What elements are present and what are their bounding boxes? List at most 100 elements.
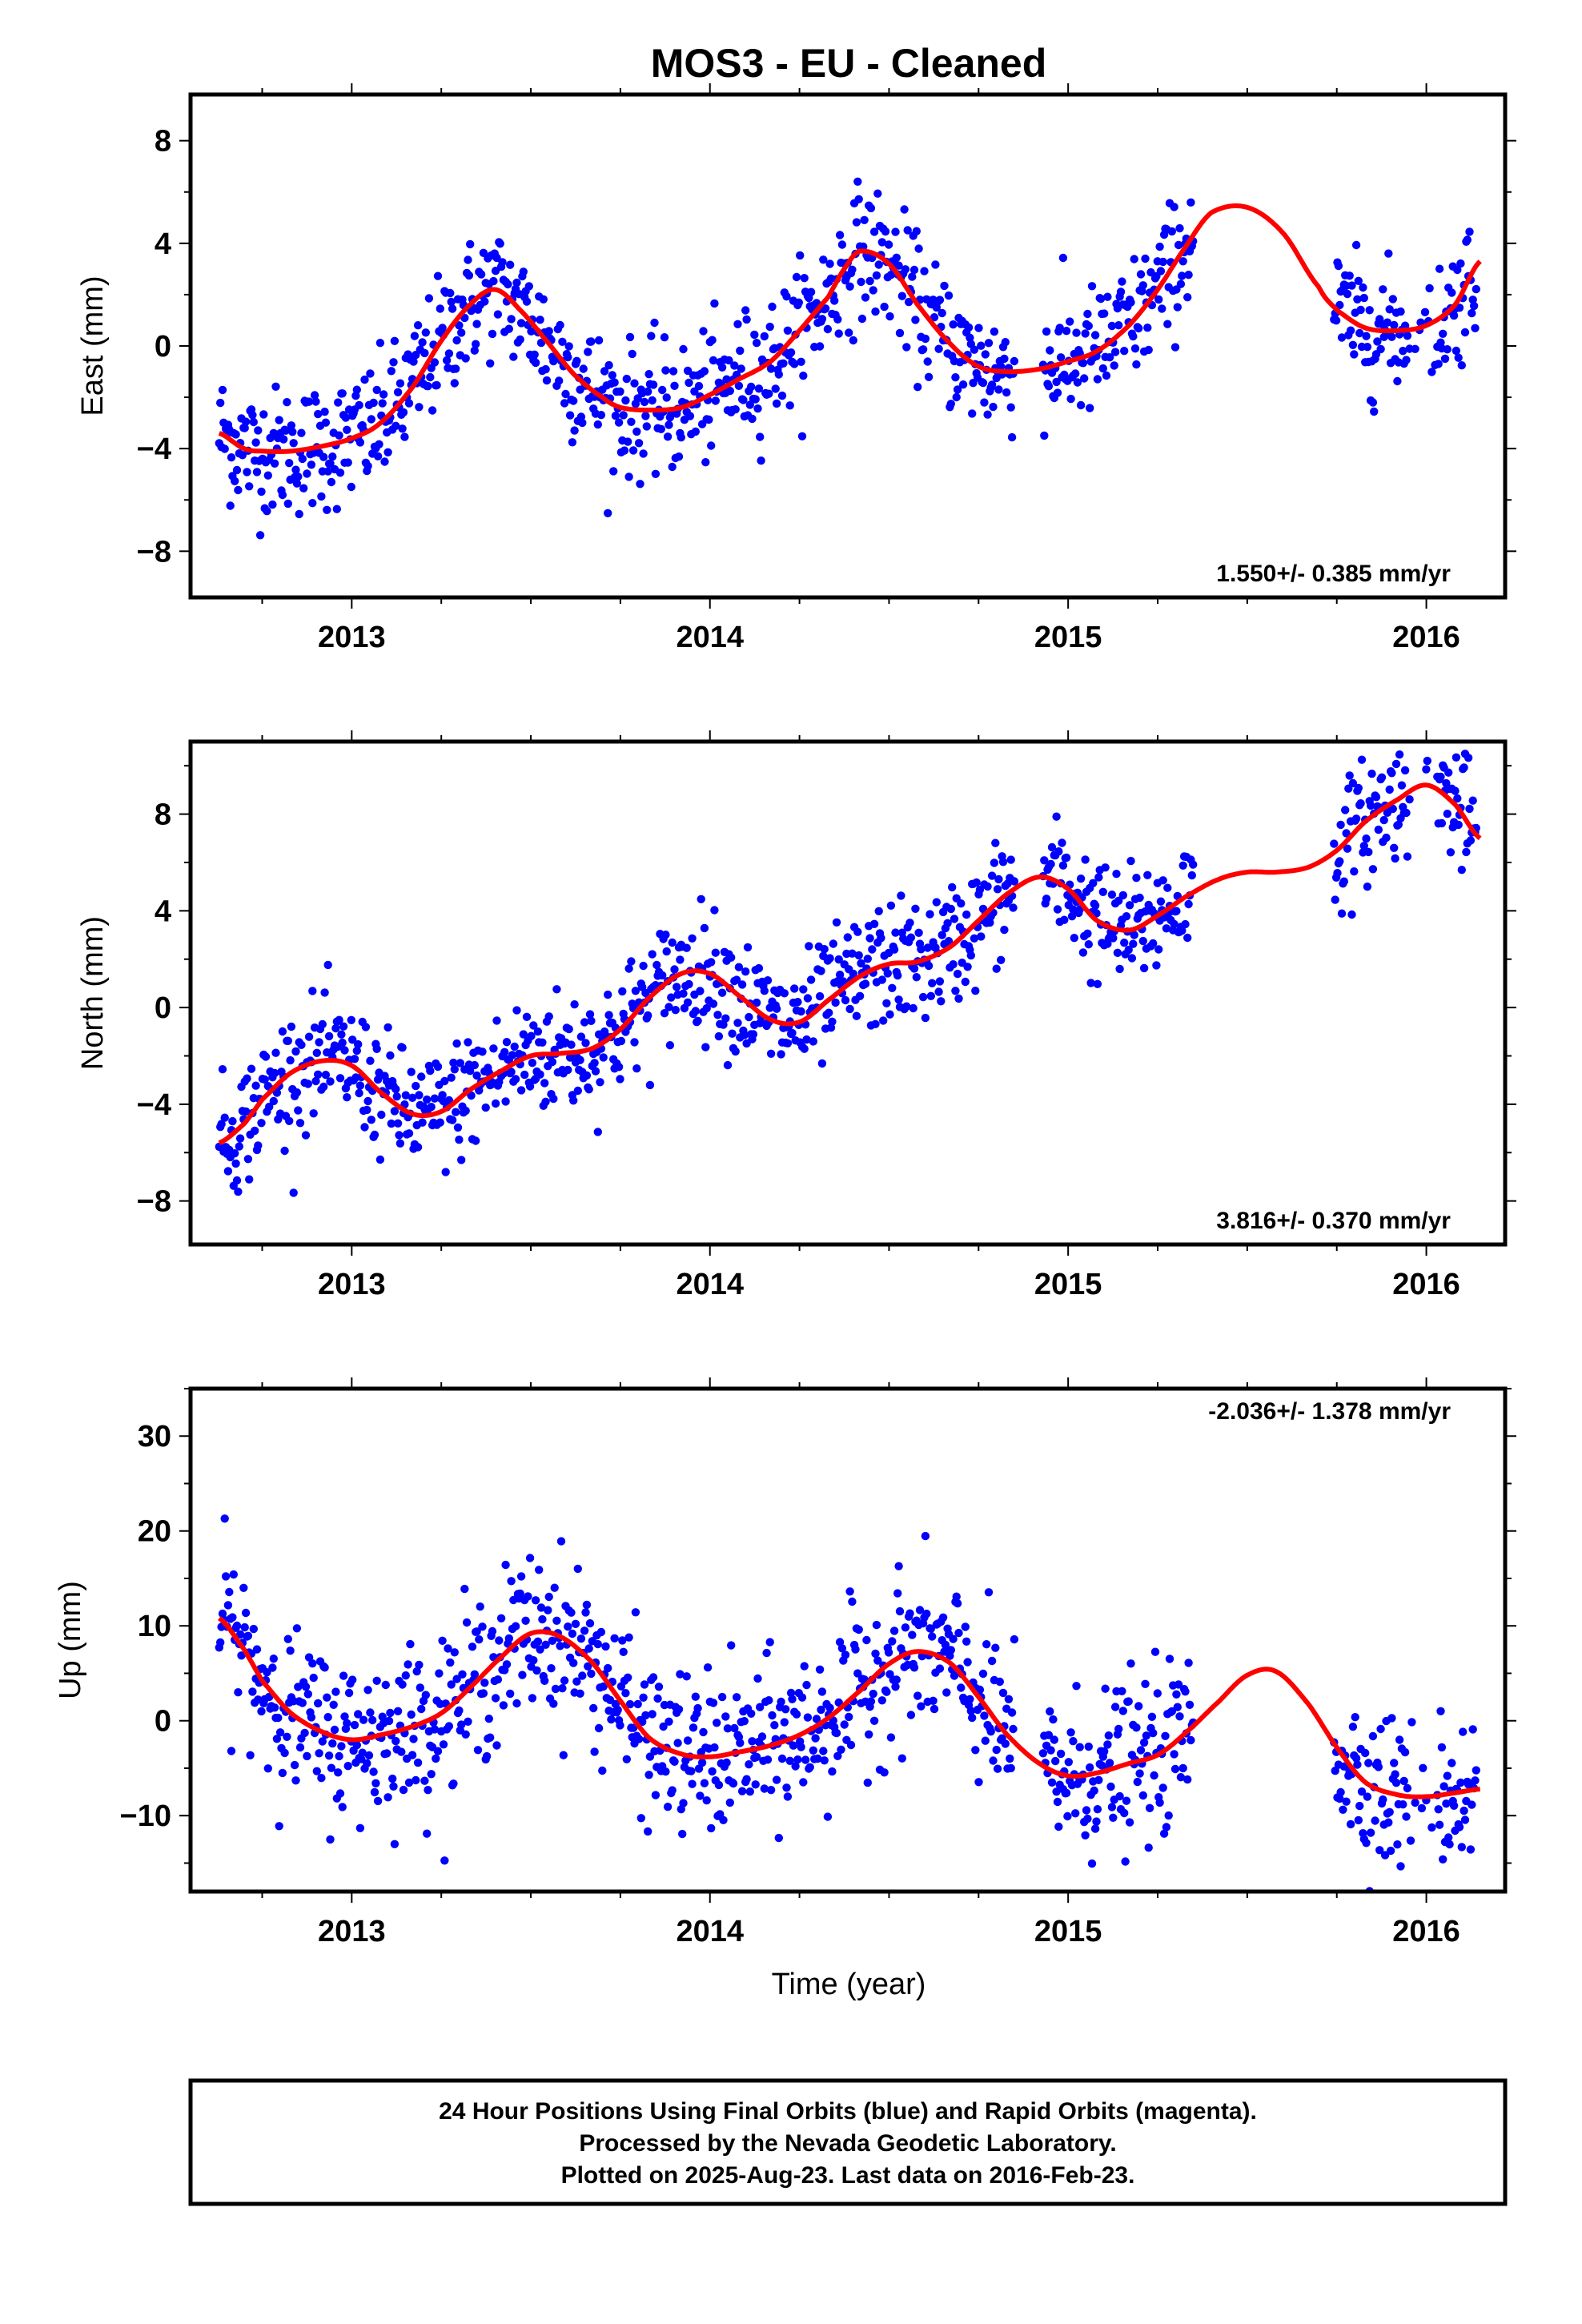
north-data-point [512,1006,521,1015]
east-data-point [311,397,320,406]
up-data-point [501,1560,510,1570]
north-data-point [549,1094,558,1104]
footer-box [188,2078,1508,2206]
north-data-point [541,1097,550,1107]
east-data-point [1388,295,1398,304]
north-data-point [269,1096,278,1106]
north-data-point [909,1003,917,1013]
north-data-point [1098,887,1108,897]
north-data-point [1350,867,1359,876]
east-data-point [651,469,661,478]
up-data-point [516,1589,524,1598]
north-data-point [426,1066,435,1076]
east-data-point [579,364,588,373]
north-data-point [923,943,932,952]
up-data-point [292,1624,302,1633]
up-data-point [495,1636,504,1645]
up-data-point [811,1734,820,1743]
up-y-tick-label: 20 [138,1515,171,1549]
north-data-point [1465,804,1474,814]
up-data-point [502,1660,512,1669]
north-data-point [1107,891,1117,899]
east-data-point [1385,305,1394,314]
up-data-point [1393,1840,1402,1849]
east-data-point [593,420,602,429]
north-data-point [525,1082,535,1091]
east-x-tick-label: 2015 [1034,621,1102,654]
north-data-point [934,987,943,996]
east-data-point [516,319,526,328]
east-data-point [297,428,306,437]
east-data-point [700,367,709,376]
east-data-point [1334,261,1343,271]
east-data-point [1354,276,1363,285]
up-data-point [788,1695,797,1703]
north-data-point [644,1011,652,1020]
up-data-point [1049,1715,1058,1724]
east-data-point [1000,354,1009,364]
up-data-point [725,1798,734,1807]
east-data-point [644,387,652,396]
up-data-point [568,1629,577,1638]
east-data-point [938,308,946,318]
east-data-point [1452,346,1461,356]
east-data-point [1351,240,1361,250]
north-data-point [1377,773,1387,782]
east-data-point [725,386,734,396]
east-data-point [387,367,396,376]
up-data-point [1133,1777,1142,1787]
up-data-point [659,1722,668,1731]
up-data-point [569,1659,578,1667]
east-data-point [647,332,656,340]
up-data-point [363,1686,372,1695]
east-data-point [321,418,331,427]
east-data-point [994,385,1003,394]
up-y-tick-label: 30 [138,1420,171,1454]
east-data-point [295,509,303,519]
up-data-point [1118,1687,1126,1695]
east-data-point [1110,361,1118,370]
east-data-point [786,348,796,357]
north-data-point [1390,843,1399,853]
east-data-point [611,412,620,420]
east-data-point [1129,332,1138,341]
east-data-point [1052,377,1061,387]
up-data-point [1115,1791,1124,1801]
north-data-point [270,1068,279,1078]
east-data-point [1337,333,1347,342]
east-data-point [997,362,1006,371]
north-data-point [977,932,986,941]
up-data-point [331,1687,340,1696]
east-data-point [1110,348,1120,356]
up-data-point [291,1776,300,1785]
north-data-point [719,1020,728,1029]
up-data-point [339,1671,348,1680]
up-x-tick-label: 2016 [1392,1915,1460,1948]
north-data-point [849,969,858,979]
north-data-point [247,1064,256,1073]
east-data-point [837,240,847,249]
up-data-point [654,1683,664,1691]
east-data-point [800,274,809,283]
up-data-point [625,1699,635,1709]
up-data-point [1390,1759,1399,1767]
north-data-point [448,1116,457,1124]
north-data-point [540,1079,549,1088]
up-data-point [241,1608,251,1618]
east-data-point [524,282,533,291]
east-data-point [1343,289,1352,299]
north-data-point [234,1187,243,1196]
east-data-point [271,382,280,391]
east-data-point [717,363,727,372]
east-data-point [231,430,240,439]
east-data-point [400,432,409,441]
up-data-point [840,1720,849,1729]
east-data-point [782,292,791,301]
up-data-point [1125,1818,1134,1827]
east-data-point [1130,344,1140,353]
east-data-point [328,452,337,461]
up-data-point [404,1778,414,1787]
north-data-point [1388,804,1398,814]
up-data-point [536,1645,544,1654]
east-data-point [1170,203,1178,211]
